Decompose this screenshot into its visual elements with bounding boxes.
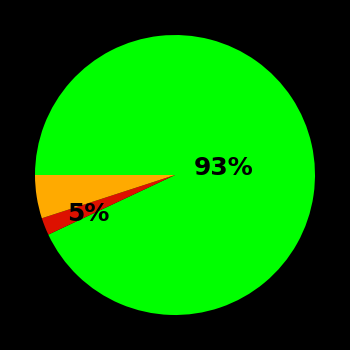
Text: 5%: 5% — [67, 202, 110, 226]
Wedge shape — [35, 35, 315, 315]
Text: 93%: 93% — [194, 156, 254, 180]
Wedge shape — [42, 175, 175, 234]
Wedge shape — [35, 175, 175, 218]
